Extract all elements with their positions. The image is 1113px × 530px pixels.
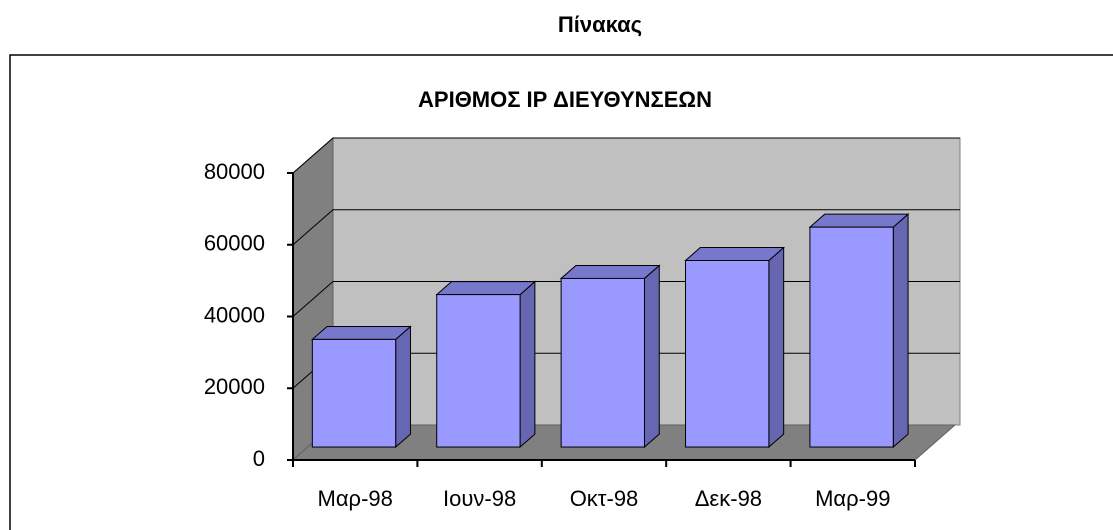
y-tick-label: 40000 (204, 302, 265, 327)
bar-top (559, 264, 661, 279)
x-tick-label: Δεκ-98 (695, 486, 762, 511)
grid-line-side (292, 209, 334, 246)
bar (685, 260, 770, 448)
bar-top (808, 213, 910, 228)
bar (809, 226, 894, 448)
chart-title: ΑΡΙΘΜΟΣ IP ΔΙΕΥΘΥΝΣΕΩΝ (418, 87, 712, 112)
bar-side (519, 280, 536, 449)
y-tick-label: 20000 (204, 374, 265, 399)
bar-top (435, 281, 537, 296)
plot: 0 20000 40000 60000 80000 Μαρ-98 Ιουν-98 Οκτ-98… (204, 136, 961, 511)
bar-side (395, 325, 411, 449)
y-tick-label: 80000 (204, 159, 265, 184)
bar-top (684, 247, 786, 261)
x-tick-label: Οκτ-98 (570, 486, 639, 511)
x-tick-label: Μαρ-98 (318, 486, 393, 511)
bar (311, 338, 397, 448)
bar-side (892, 213, 909, 449)
y-tick-label: 60000 (204, 231, 265, 256)
page-title: Πίνακας (558, 12, 642, 37)
bar-side (768, 246, 785, 449)
x-tick-label: Ιουν-98 (443, 486, 516, 511)
bar (436, 294, 521, 448)
x-tick-label: Μαρ-99 (815, 486, 890, 511)
bar (560, 277, 645, 448)
bar-top (310, 325, 412, 340)
grid-line-side (292, 137, 334, 174)
y-tick-label: 0 (253, 446, 265, 471)
grid-line-side (292, 281, 334, 317)
bar-side (643, 264, 660, 449)
